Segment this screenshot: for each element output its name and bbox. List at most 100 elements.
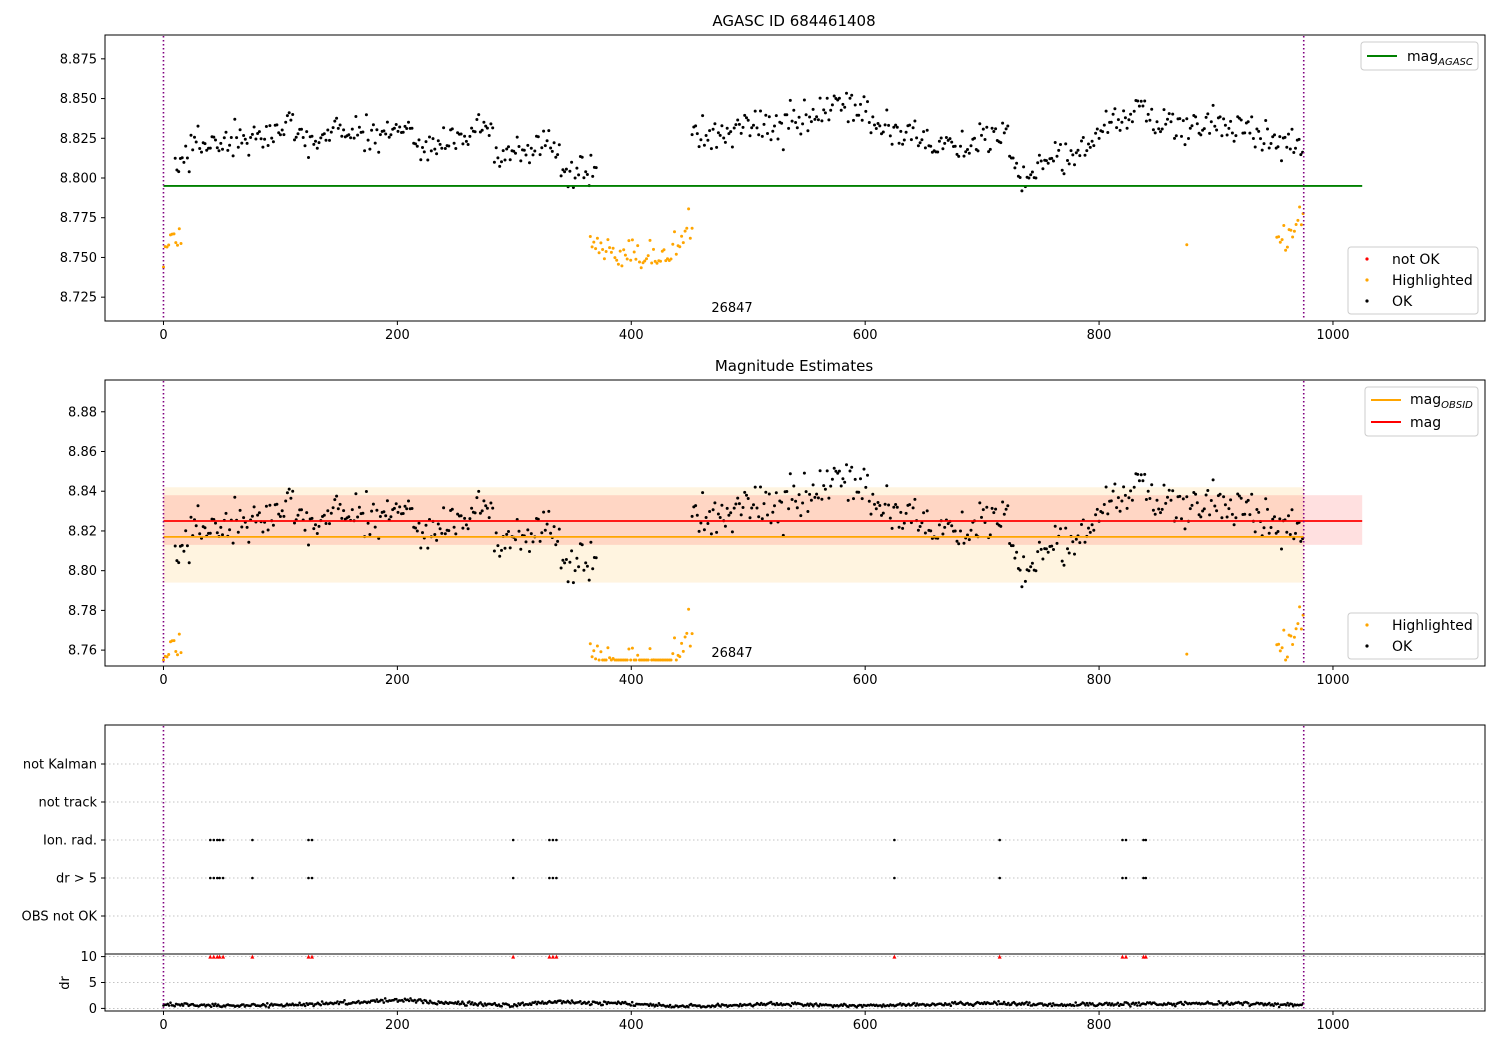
ok-point xyxy=(848,469,852,473)
ok-point xyxy=(762,502,766,506)
ok-point xyxy=(825,469,829,473)
x-tick-label: 0 xyxy=(159,1018,167,1033)
flag-point xyxy=(251,876,254,880)
ok-point xyxy=(1046,161,1050,165)
ok-point xyxy=(769,521,773,525)
ok-point xyxy=(478,511,482,515)
ok-point xyxy=(1115,126,1119,130)
ok-point xyxy=(860,497,864,501)
ok-point xyxy=(336,507,340,511)
ok-point xyxy=(890,526,894,530)
dr-flagged-marker xyxy=(217,954,222,959)
ok-point xyxy=(1050,544,1054,548)
dr-point xyxy=(341,1001,345,1004)
ok-point xyxy=(901,526,905,530)
ok-point xyxy=(338,123,342,127)
ok-point xyxy=(438,142,442,146)
dr-point xyxy=(1026,1003,1030,1006)
highlighted-point xyxy=(685,631,689,635)
ok-point xyxy=(885,108,889,112)
ok-point xyxy=(1039,159,1043,163)
ok-point xyxy=(1180,517,1183,521)
panel2-frame xyxy=(104,379,1486,667)
ok-point xyxy=(950,524,954,528)
dr-point xyxy=(298,1001,301,1005)
ok-point xyxy=(1262,142,1266,146)
ok-point xyxy=(757,133,761,137)
ok-point xyxy=(695,132,699,136)
ok-point xyxy=(1292,537,1296,541)
ok-point xyxy=(494,146,498,150)
ok-point xyxy=(695,513,699,517)
ok-point xyxy=(1253,145,1257,149)
ok-point xyxy=(301,136,305,139)
legend-notok-label: not OK xyxy=(1392,252,1440,268)
ok-point xyxy=(277,512,281,516)
ok-point xyxy=(713,501,717,505)
ok-point xyxy=(1201,509,1205,513)
ok-point xyxy=(177,170,181,174)
ok-point xyxy=(1218,115,1222,119)
dr-point xyxy=(630,1000,634,1004)
ok-point xyxy=(799,514,803,518)
ok-point xyxy=(1111,489,1115,493)
highlighted-point xyxy=(681,241,685,245)
ok-point xyxy=(1223,503,1227,507)
ok-point xyxy=(774,491,778,495)
ok-point xyxy=(1004,127,1008,131)
ok-point xyxy=(1109,120,1113,124)
dr-point xyxy=(817,1004,821,1008)
dr-point xyxy=(1082,1002,1086,1005)
ok-point xyxy=(361,130,365,134)
ok-point xyxy=(545,522,549,526)
flag-point xyxy=(251,838,254,842)
dr-point xyxy=(459,1002,463,1006)
ok-point xyxy=(1190,503,1194,507)
ok-point xyxy=(1088,530,1092,534)
dr-point xyxy=(569,1001,572,1005)
ok-point xyxy=(860,118,864,122)
flag-point xyxy=(212,838,216,842)
ok-point xyxy=(266,528,270,532)
ok-point xyxy=(1253,530,1257,534)
dr-point xyxy=(465,1004,468,1007)
ok-point xyxy=(564,558,568,561)
ok-point xyxy=(841,477,845,481)
ok-point xyxy=(1081,136,1085,139)
ok-point xyxy=(364,490,368,493)
ok-point xyxy=(515,135,519,139)
ok-point xyxy=(177,561,181,565)
ok-point xyxy=(310,516,314,520)
dr-flagged-marker xyxy=(997,954,1002,959)
ok-point xyxy=(1181,119,1185,123)
dr-point xyxy=(1247,1002,1250,1005)
ok-point xyxy=(435,152,439,156)
ok-point xyxy=(1153,131,1157,135)
ok-point xyxy=(937,523,941,527)
ok-point xyxy=(725,126,729,130)
ok-point xyxy=(746,497,750,500)
dr-point xyxy=(296,1003,300,1007)
dr-point xyxy=(402,1000,405,1003)
ok-point xyxy=(1088,145,1092,149)
ok-point xyxy=(820,119,824,123)
ok-point xyxy=(385,499,389,503)
dr-point xyxy=(507,1003,511,1007)
ok-point xyxy=(307,543,310,547)
ok-point xyxy=(943,525,947,529)
ok-point xyxy=(263,137,267,141)
ok-point xyxy=(706,522,710,525)
ok-point xyxy=(918,141,922,145)
ok-point xyxy=(880,513,883,517)
ok-point xyxy=(1123,493,1127,497)
ok-point xyxy=(955,539,959,543)
ok-point xyxy=(203,142,207,146)
ok-point xyxy=(1094,131,1098,135)
ok-point xyxy=(575,166,579,170)
ok-point xyxy=(364,113,368,117)
ok-point xyxy=(776,137,780,141)
dr-point xyxy=(1284,1003,1288,1007)
ok-point xyxy=(280,509,284,513)
ok-point xyxy=(825,96,829,100)
ok-point xyxy=(564,167,568,171)
